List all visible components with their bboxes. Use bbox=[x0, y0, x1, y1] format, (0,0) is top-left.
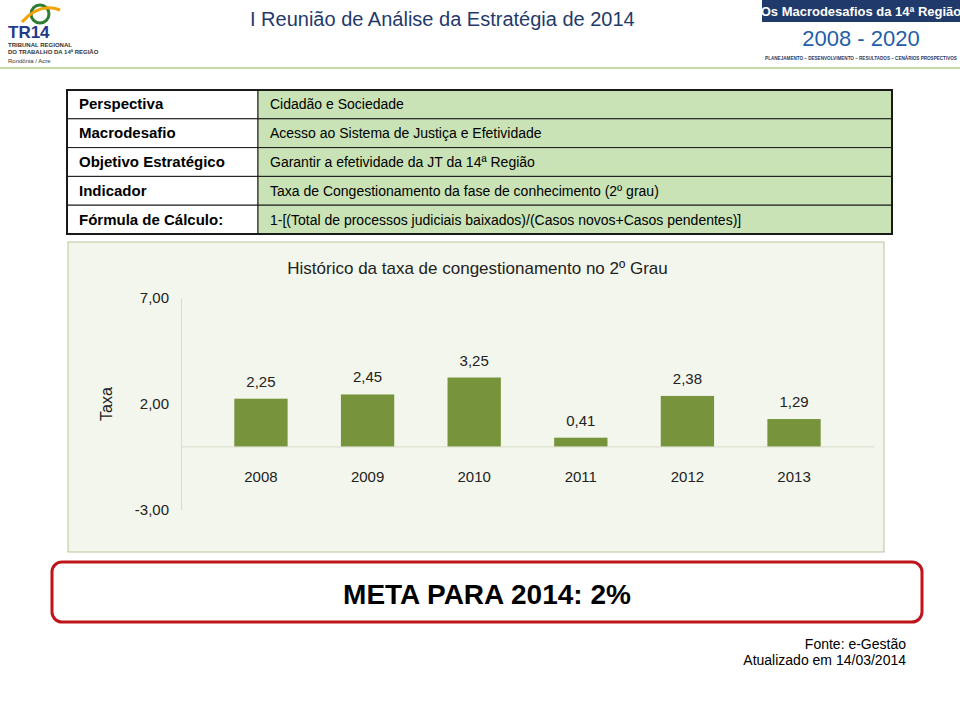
footer-source: Fonte: e-Gestão bbox=[805, 636, 906, 652]
banner-tagline: PLANEJAMENTO – DESENVOLVIMENTO – RESULTA… bbox=[765, 55, 957, 61]
data-label: 0,41 bbox=[566, 412, 595, 429]
x-tick-label: 2008 bbox=[244, 468, 277, 485]
data-label: 2,45 bbox=[353, 368, 382, 385]
x-axis-line bbox=[182, 446, 875, 447]
slide: TR14TRIBUNAL REGIONALDO TRABALHO DA 14ª … bbox=[0, 0, 960, 719]
y-axis-line bbox=[181, 299, 182, 511]
x-tick-label: 2009 bbox=[351, 468, 384, 485]
bar bbox=[341, 394, 394, 446]
x-tick-label: 2010 bbox=[458, 468, 491, 485]
y-tick-label: 2,00 bbox=[140, 395, 169, 412]
table-value: Taxa de Congestionamento da fase de conh… bbox=[270, 183, 659, 199]
x-tick-label: 2012 bbox=[671, 468, 704, 485]
y-tick-label: 7,00 bbox=[140, 289, 169, 306]
info-table: Perspectiva Cidadão e Sociedade Macrodesaf… bbox=[67, 90, 892, 234]
table-label: Fórmula de Cálculo: bbox=[79, 211, 223, 228]
table-label: Indicador bbox=[79, 182, 147, 199]
header-rule bbox=[0, 67, 960, 69]
header-title: I Reunião de Análise da Estratégia de 20… bbox=[250, 8, 635, 30]
logo-swoosh bbox=[22, 8, 60, 22]
table-label: Macrodesafio bbox=[79, 124, 176, 141]
y-axis: -3,00 2,00 7,00 bbox=[135, 289, 182, 518]
x-axis: 2008 2009 2010 2011 2012 2013 bbox=[182, 446, 875, 485]
data-label: 2,25 bbox=[246, 373, 275, 390]
bar bbox=[767, 419, 820, 446]
y-tick: -3,00 bbox=[135, 501, 181, 518]
bar bbox=[661, 396, 714, 446]
x-tick-label: 2013 bbox=[777, 468, 810, 485]
table-label: Objetivo Estratégico bbox=[79, 153, 225, 170]
x-tick: 2012 bbox=[671, 446, 704, 485]
x-tick: 2010 bbox=[458, 446, 491, 485]
table-label-cell bbox=[67, 90, 258, 119]
x-tick: 2009 bbox=[351, 446, 384, 485]
table-label-cell bbox=[67, 176, 258, 205]
bar bbox=[448, 378, 501, 447]
table-value-cell bbox=[258, 119, 892, 148]
table-value: Acesso ao Sistema de Justiça e Efetivida… bbox=[270, 125, 542, 141]
goal-text: META PARA 2014: 2% bbox=[343, 579, 631, 610]
x-tick: 2008 bbox=[244, 446, 277, 485]
table-value-cell bbox=[258, 90, 892, 119]
footer-updated: Atualizado em 14/03/2014 bbox=[743, 652, 906, 668]
bar bbox=[554, 438, 607, 447]
logo-caption: TRIBUNAL REGIONAL bbox=[8, 42, 72, 48]
logo-text: TR14 bbox=[8, 23, 50, 42]
data-label: 2,38 bbox=[673, 370, 702, 387]
chart-title: Histórico da taxa de congestionamento no… bbox=[287, 259, 667, 278]
table-frame bbox=[67, 90, 892, 234]
table-value: 1-[(Total de processos judiciais baixado… bbox=[270, 212, 741, 228]
table-value-cell bbox=[258, 205, 892, 234]
x-tick: 2011 bbox=[565, 446, 597, 485]
y-axis-title: Taxa bbox=[98, 387, 115, 421]
table-label: Perspectiva bbox=[79, 95, 164, 112]
y-tick: 7,00 bbox=[140, 289, 181, 306]
table-value-cell bbox=[258, 176, 892, 205]
table-label-cell bbox=[67, 148, 258, 177]
goal-box bbox=[52, 562, 922, 622]
table-label-cell bbox=[67, 119, 258, 148]
data-label: 3,25 bbox=[460, 352, 489, 369]
data-labels: 2,25 2,45 3,25 0,41 2,38 1,29 bbox=[246, 352, 808, 429]
bars bbox=[234, 378, 820, 447]
table-value: Cidadão e Sociedade bbox=[270, 96, 404, 112]
banner-text: Os Macrodesafios da 14ª Região bbox=[761, 4, 960, 19]
y-tick: 2,00 bbox=[140, 395, 181, 412]
logo-region: Rondônia / Acre bbox=[8, 58, 51, 64]
table-value: Garantir a efetividade da JT da 14ª Regi… bbox=[270, 154, 535, 170]
x-tick-label: 2011 bbox=[565, 468, 597, 485]
logo-caption: DO TRABALHO DA 14ª REGIÃO bbox=[8, 49, 99, 55]
table-value-cell bbox=[258, 148, 892, 177]
chart-background bbox=[68, 242, 884, 552]
bar bbox=[234, 399, 287, 447]
data-label: 1,29 bbox=[779, 393, 808, 410]
x-tick: 2013 bbox=[777, 446, 810, 485]
y-tick-label: -3,00 bbox=[135, 501, 169, 518]
banner-years: 2008 - 2020 bbox=[802, 26, 919, 51]
table-label-cell bbox=[67, 205, 258, 234]
